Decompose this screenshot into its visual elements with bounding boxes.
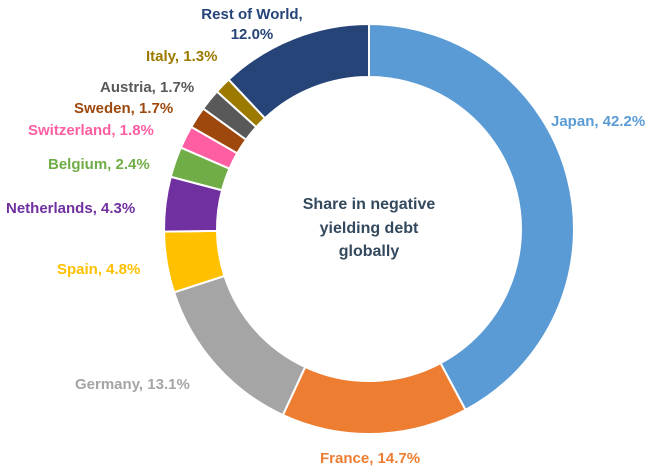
label-rest-of-world: Rest of World, 12.0% — [201, 6, 302, 43]
label-germany: Germany, 13.1% — [75, 376, 190, 393]
label-spain: Spain, 4.8% — [57, 261, 140, 278]
label-japan: Japan, 42.2% — [551, 113, 645, 130]
label-netherlands: Netherlands, 4.3% — [6, 200, 135, 217]
slice-france — [281, 361, 467, 435]
center-title-line-2: yielding debt — [320, 220, 419, 237]
label-italy: Italy, 1.3% — [146, 48, 217, 65]
center-title-line-3: globally — [339, 243, 400, 260]
slice-rest-of-world — [227, 22, 370, 120]
slice-japan — [368, 22, 575, 412]
slice-labels: Japan, 42.2% France, 14.7% Germany, 13.1% S… — [6, 6, 645, 467]
label-austria: Austria, 1.7% — [100, 79, 194, 96]
center-title-line-1: Share in negative — [303, 196, 436, 213]
label-switzerland: Switzerland, 1.8% — [28, 122, 154, 139]
label-sweden: Sweden, 1.7% — [74, 100, 173, 117]
slice-germany — [172, 274, 307, 417]
label-belgium: Belgium, 2.4% — [48, 156, 150, 173]
label-france: France, 14.7% — [320, 450, 420, 467]
donut-slices — [163, 22, 575, 435]
